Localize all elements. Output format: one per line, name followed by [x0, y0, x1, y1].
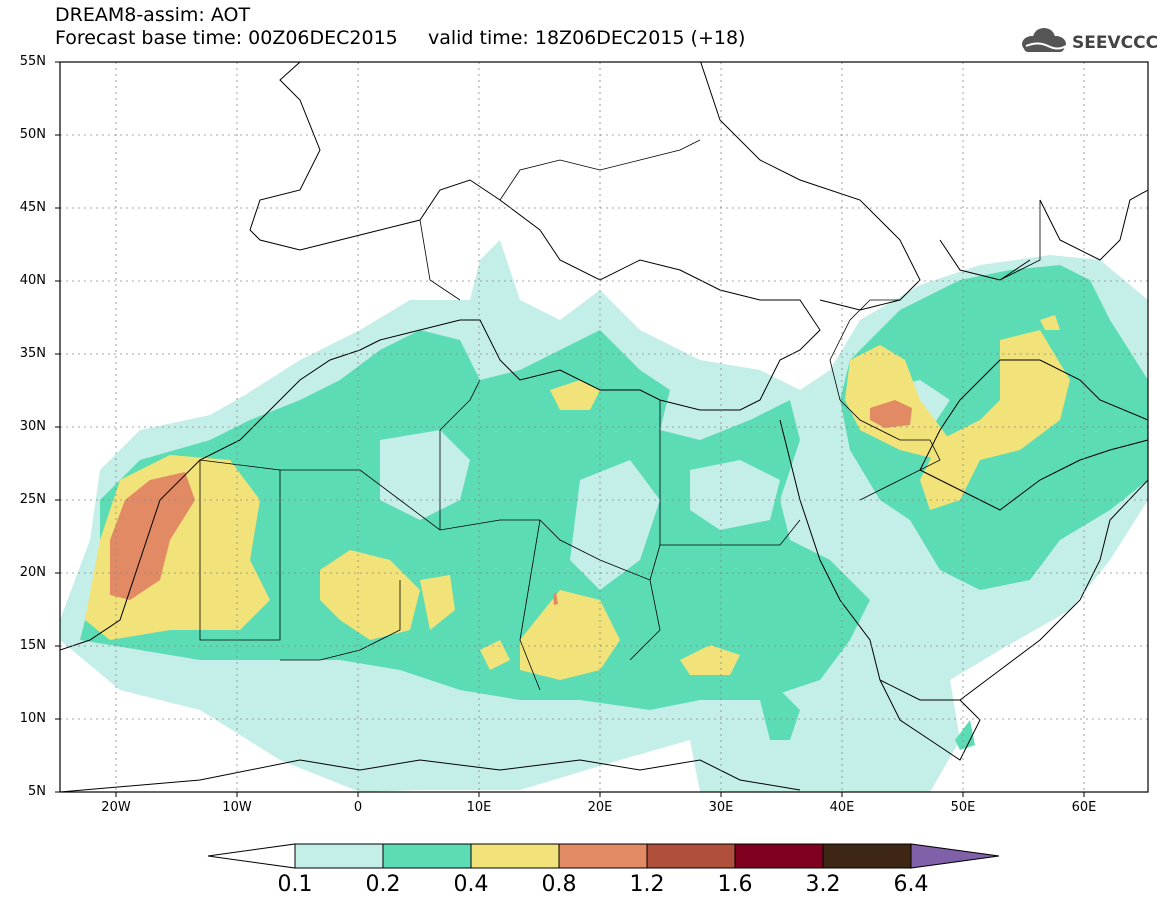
lon-label-40e: 40E [829, 800, 855, 815]
colorbar-label-0-8: 0.8 [541, 872, 577, 897]
lat-label-35n: 35N [19, 346, 46, 361]
lat-label-5n: 5N [28, 784, 46, 799]
axis-ticks [55, 61, 1085, 797]
aot-gaps [380, 380, 950, 590]
lat-label-55n: 55N [19, 54, 46, 69]
colorbar-label-0-4: 0.4 [453, 872, 489, 897]
seevccc-logo [1022, 28, 1067, 52]
map-title: DREAM8-assim: AOT [55, 4, 251, 26]
lat-label-10n: 10N [19, 711, 46, 726]
logo-text: SEEVCCC [1072, 33, 1159, 53]
colorbar-label-0-1: 0.1 [277, 872, 313, 897]
lon-label-20e: 20E [587, 800, 613, 815]
colorbar-label-1-6: 1.6 [717, 872, 753, 897]
lon-label-10w: 10W [222, 800, 252, 815]
lat-label-45n: 45N [19, 200, 46, 215]
lat-label-20n: 20N [19, 565, 46, 580]
lon-label-10e: 10E [466, 800, 492, 815]
colorbar-label-0-2: 0.2 [365, 872, 401, 897]
coastlines [60, 62, 1148, 792]
colorbar-label-6-4: 6.4 [893, 872, 929, 897]
lon-label-30e: 30E [708, 800, 734, 815]
lat-label-40n: 40N [19, 273, 46, 288]
colorbar-label-1-2: 1.2 [629, 872, 665, 897]
lat-label-30n: 30N [19, 419, 46, 434]
lat-label-50n: 50N [19, 127, 46, 142]
colorbar-label-3-2: 3.2 [805, 872, 841, 897]
lon-label-20w: 20W [101, 800, 131, 815]
lat-label-15n: 15N [19, 638, 46, 653]
lon-label-60e: 60E [1071, 800, 1097, 815]
lon-label-50e: 50E [950, 800, 976, 815]
graticule [60, 62, 1148, 792]
aot-fields [60, 240, 1148, 792]
forecast-time-line: Forecast base time: 00Z06DEC2015 valid t… [55, 27, 746, 49]
aot-level-0-8 [110, 400, 912, 605]
lat-label-25n: 25N [19, 492, 46, 507]
lon-label-0: 0 [353, 800, 363, 815]
